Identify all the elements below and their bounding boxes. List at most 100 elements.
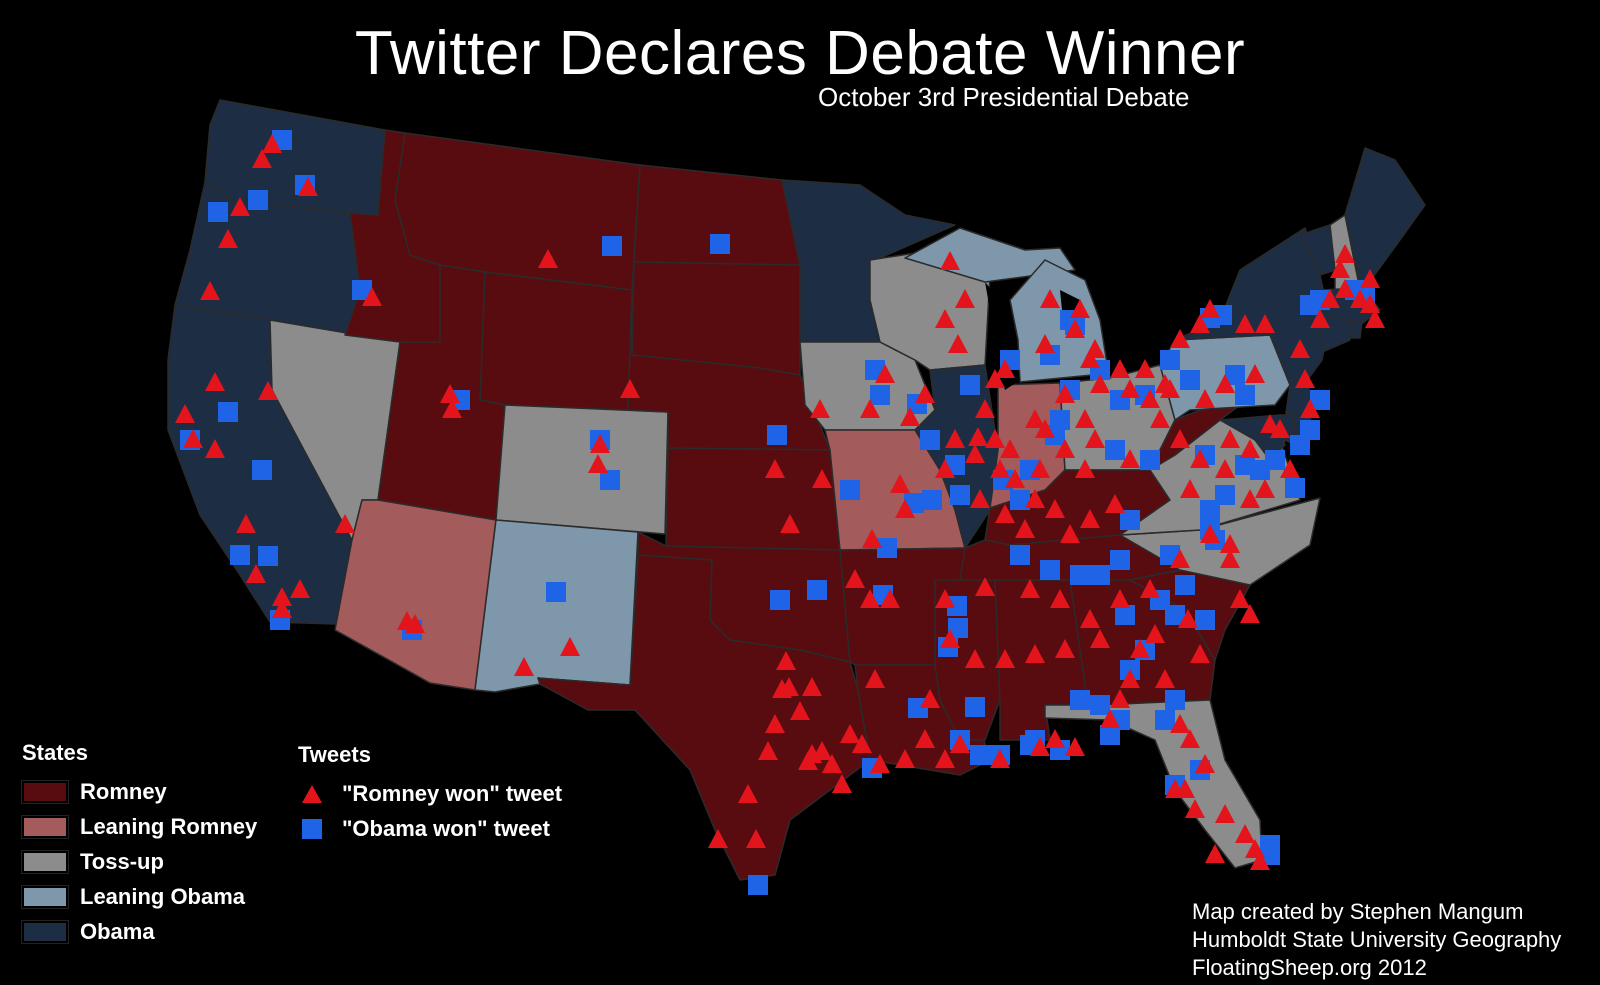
romney-tweet-marker	[955, 289, 975, 308]
romney-tweet-marker	[1195, 389, 1215, 408]
romney-tweet-marker	[1075, 459, 1095, 478]
state-nm	[474, 519, 639, 693]
romney-tweet-marker	[442, 399, 462, 418]
romney-tweet-marker	[985, 369, 1005, 388]
credit-line-source: FloatingSheep.org 2012	[1192, 955, 1427, 980]
swatch-leaning-romney	[21, 814, 69, 839]
obama-tweet-marker	[1070, 690, 1090, 710]
romney-tweet-marker	[940, 629, 960, 648]
romney-tweet-marker	[1135, 359, 1155, 378]
obama-tweet-marker	[1070, 565, 1090, 585]
romney-tweet-marker	[620, 379, 640, 398]
romney-tweet-marker	[1110, 689, 1130, 708]
romney-tweet-marker	[1050, 589, 1070, 608]
romney-tweet-marker	[840, 724, 860, 743]
romney-tweet-marker	[1025, 644, 1045, 663]
romney-tweet-marker	[560, 637, 580, 656]
romney-tweet-marker	[1320, 289, 1340, 308]
romney-tweet-marker	[852, 734, 872, 753]
obama-tweet-marker	[1105, 440, 1125, 460]
romney-tweet-marker	[1120, 379, 1140, 398]
romney-tweet-marker	[1360, 294, 1380, 313]
romney-tweet-marker	[1055, 384, 1075, 403]
obama-tweet-marker	[248, 190, 268, 210]
obama-tweet-marker	[546, 582, 566, 602]
romney-tweet-marker	[758, 741, 778, 760]
romney-tweet-marker	[832, 774, 852, 793]
romney-tweet-marker	[708, 829, 728, 848]
obama-tweet-marker	[218, 402, 238, 422]
romney-tweet-marker	[1080, 349, 1100, 368]
state-ri	[1349, 319, 1363, 339]
obama-tweet-marker	[1115, 605, 1135, 625]
obama-tweet-marker	[748, 875, 768, 895]
page-subtitle: October 3rd Presidential Debate	[818, 82, 1190, 112]
legend-label-leaning-obama: Leaning Obama	[80, 883, 246, 909]
romney-tweet-marker	[1085, 339, 1105, 358]
obama-tweet-marker	[1010, 545, 1030, 565]
romney-tweet-marker	[440, 384, 460, 403]
legend-row-romney: Romney	[21, 774, 257, 809]
romney-tweet-marker	[862, 529, 882, 548]
romney-tweet-marker	[205, 372, 225, 391]
romney-tweet-marker	[1130, 639, 1150, 658]
obama-tweet-marker	[1235, 455, 1255, 475]
romney-tweet-marker	[272, 599, 292, 618]
romney-tweet-marker	[1185, 799, 1205, 818]
legend-label-romney: Romney	[80, 778, 167, 804]
romney-tweet-marker	[1120, 449, 1140, 468]
obama-tweet-marker	[1110, 550, 1130, 570]
obama-tweet-marker	[970, 745, 990, 765]
romney-tweet-marker	[1165, 779, 1185, 798]
romney-tweet-marker	[822, 754, 842, 773]
romney-tweet-marker	[1190, 644, 1210, 663]
obama-tweet-marker	[1290, 435, 1310, 455]
romney-tweet-marker	[514, 657, 534, 676]
state-tx	[537, 554, 871, 881]
obama-tweet-marker	[1090, 695, 1110, 715]
romney-tweet-marker	[1045, 499, 1065, 518]
obama-tweet-marker	[1235, 385, 1255, 405]
romney-tweet-marker	[1065, 319, 1085, 338]
obama-tweet-marker	[770, 590, 790, 610]
romney-tweet-marker	[802, 677, 822, 696]
romney-tweet-marker	[870, 754, 890, 773]
romney-tweet-marker	[995, 504, 1015, 523]
romney-tweet-marker	[1270, 419, 1290, 438]
romney-tweet-marker	[746, 829, 766, 848]
romney-tweet-marker	[810, 399, 830, 418]
romney-tweet-marker	[845, 569, 865, 588]
romney-tweet-marker	[1105, 494, 1125, 513]
romney-tweet-marker	[1090, 629, 1110, 648]
romney-tweet-marker	[1170, 429, 1190, 448]
romney-tweet-marker	[1030, 459, 1050, 478]
romney-tweet-marker	[995, 359, 1015, 378]
romney-tweet-marker	[1090, 374, 1110, 393]
romney-tweet-marker	[950, 734, 970, 753]
red-triangle-icon	[298, 784, 326, 804]
romney-tweet-marker	[262, 134, 282, 153]
romney-tweet-marker	[765, 459, 785, 478]
romney-tweet-marker	[965, 649, 985, 668]
romney-tweet-marker	[915, 384, 935, 403]
romney-tweet-marker	[1110, 589, 1130, 608]
romney-tweet-marker	[1295, 369, 1315, 388]
credit-line-affiliation: Humboldt State University Geography	[1192, 927, 1562, 952]
states-layer	[167, 99, 1426, 881]
romney-tweet-marker	[1080, 509, 1100, 528]
romney-tweet-marker	[1100, 709, 1120, 728]
obama-tweet-marker	[960, 375, 980, 395]
obama-tweet-marker	[252, 460, 272, 480]
romney-tweet-marker	[183, 429, 203, 448]
romney-tweet-marker	[1255, 314, 1275, 333]
romney-tweet-marker	[1065, 737, 1085, 756]
romney-tweet-marker	[1015, 519, 1035, 538]
legend-row-romney-tweet: "Romney won" tweet	[298, 776, 562, 811]
legend-row-toss-up: Toss-up	[21, 844, 257, 879]
romney-tweet-marker	[890, 474, 910, 493]
romney-tweet-marker	[1005, 469, 1025, 488]
obama-tweet-marker	[950, 485, 970, 505]
romney-tweet-marker	[230, 197, 250, 216]
romney-tweet-marker	[1180, 729, 1200, 748]
romney-tweet-marker	[802, 744, 822, 763]
